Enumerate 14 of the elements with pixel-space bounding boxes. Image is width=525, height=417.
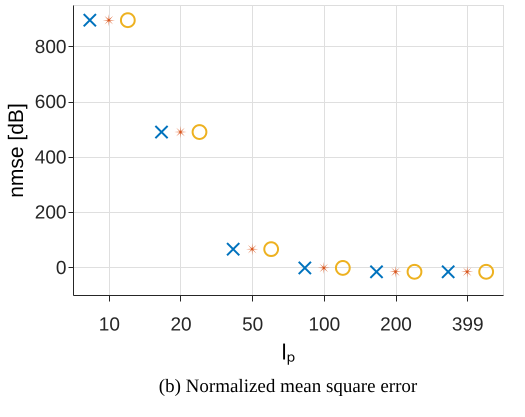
x-tick-label: 20 xyxy=(170,314,192,336)
x-tick-label: 200 xyxy=(380,314,412,336)
y-tick-label: 600 xyxy=(34,92,66,114)
y-tick-label: 0 xyxy=(56,258,66,279)
x-tick-label: 10 xyxy=(98,314,120,336)
x-tick-label: 399 xyxy=(452,314,484,336)
text: (b) Normalized mean square error xyxy=(158,376,418,397)
x-axis-title: lₚ xyxy=(282,340,296,366)
y-axis-title: nmse [dB] xyxy=(4,103,28,198)
y-tick-label: 400 xyxy=(34,147,66,168)
x-tick-label: 100 xyxy=(308,314,340,336)
y-tick-label: 800 xyxy=(34,36,66,58)
y-tick-label: 200 xyxy=(34,202,66,224)
x-tick-label: 50 xyxy=(242,314,264,336)
